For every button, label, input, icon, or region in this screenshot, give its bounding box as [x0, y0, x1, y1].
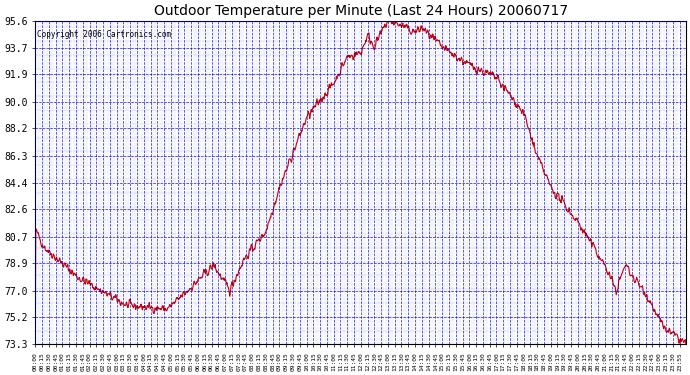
Title: Outdoor Temperature per Minute (Last 24 Hours) 20060717: Outdoor Temperature per Minute (Last 24 …	[153, 4, 568, 18]
Text: Copyright 2006 Cartronics.com: Copyright 2006 Cartronics.com	[37, 30, 170, 39]
